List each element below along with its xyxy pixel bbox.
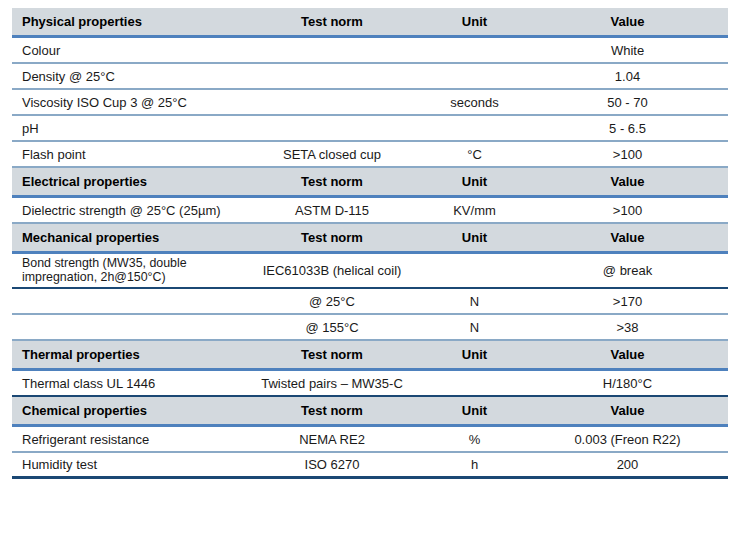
col-header-value: Value <box>527 171 728 192</box>
property-cell: Humidity test <box>12 454 242 475</box>
table-row-humidity-test: Humidity test ISO 6270 h 200 <box>12 453 728 479</box>
test-norm-cell <box>242 99 422 105</box>
test-norm-cell: ASTM D-115 <box>242 200 422 221</box>
test-norm-cell: @ 25°C <box>242 291 422 312</box>
datasheet-page: Physical properties Test norm Unit Value… <box>0 0 740 551</box>
section-header-mechanical: Mechanical properties Test norm Unit Val… <box>12 224 728 254</box>
property-cell: Flash point <box>12 144 242 165</box>
col-header-unit: Unit <box>422 400 527 421</box>
table-row-ph: pH 5 - 6.5 <box>12 116 728 142</box>
value-cell: 5 - 6.5 <box>527 118 728 139</box>
unit-cell <box>422 47 527 53</box>
properties-table: Physical properties Test norm Unit Value… <box>12 8 728 479</box>
table-row-bond-strength: Bond strength (MW35, double impregnation… <box>12 254 728 289</box>
table-row-dielectric-strength: Dielectric strength @ 25°C (25µm) ASTM D… <box>12 198 728 224</box>
value-cell: 0.003 (Freon R22) <box>527 429 728 450</box>
value-cell: H/180°C <box>527 373 728 394</box>
table-row-colour: Colour White <box>12 38 728 64</box>
section-title: Thermal properties <box>12 344 242 365</box>
table-row-flash-point: Flash point SETA closed cup °C >100 <box>12 142 728 168</box>
unit-cell: % <box>422 429 527 450</box>
unit-cell <box>422 125 527 131</box>
property-cell: Thermal class UL 1446 <box>12 373 242 394</box>
table-row-density: Density @ 25°C 1.04 <box>12 64 728 90</box>
col-header-test-norm: Test norm <box>242 11 422 32</box>
section-title: Physical properties <box>12 11 242 32</box>
table-row-refrigerant-resistance: Refrigerant resistance NEMA RE2 % 0.003 … <box>12 427 728 453</box>
section-header-physical: Physical properties Test norm Unit Value <box>12 8 728 38</box>
col-header-value: Value <box>527 400 728 421</box>
unit-cell: N <box>422 291 527 312</box>
value-cell: @ break <box>527 260 728 281</box>
unit-cell: N <box>422 317 527 338</box>
property-cell: Dielectric strength @ 25°C (25µm) <box>12 200 242 221</box>
property-cell: Viscosity ISO Cup 3 @ 25°C <box>12 92 242 113</box>
unit-cell: h <box>422 454 527 475</box>
value-cell: 200 <box>527 454 728 475</box>
unit-cell: °C <box>422 144 527 165</box>
section-header-chemical: Chemical properties Test norm Unit Value <box>12 397 728 427</box>
col-header-value: Value <box>527 227 728 248</box>
table-row-bond-strength-25c: @ 25°C N >170 <box>12 289 728 315</box>
section-header-electrical: Electrical properties Test norm Unit Val… <box>12 168 728 198</box>
value-cell: >100 <box>527 144 728 165</box>
table-row-thermal-class: Thermal class UL 1446 Twisted pairs – MW… <box>12 371 728 397</box>
property-cell: Bond strength (MW35, double impregnation… <box>12 254 237 287</box>
section-title: Mechanical properties <box>12 227 242 248</box>
col-header-test-norm: Test norm <box>242 171 422 192</box>
test-norm-cell: Twisted pairs – MW35-C <box>242 373 422 394</box>
col-header-test-norm: Test norm <box>242 227 422 248</box>
col-header-test-norm: Test norm <box>242 344 422 365</box>
test-norm-cell <box>242 47 422 53</box>
col-header-value: Value <box>527 11 728 32</box>
test-norm-cell <box>242 125 422 131</box>
col-header-value: Value <box>527 344 728 365</box>
property-cell: Density @ 25°C <box>12 66 242 87</box>
property-cell: Refrigerant resistance <box>12 429 242 450</box>
test-norm-cell: SETA closed cup <box>242 144 422 165</box>
property-cell <box>12 324 242 330</box>
section-header-thermal: Thermal properties Test norm Unit Value <box>12 341 728 371</box>
table-row-bond-strength-155c: @ 155°C N >38 <box>12 315 728 341</box>
value-cell: >38 <box>527 317 728 338</box>
table-row-viscosity: Viscosity ISO Cup 3 @ 25°C seconds 50 - … <box>12 90 728 116</box>
col-header-unit: Unit <box>422 227 527 248</box>
col-header-unit: Unit <box>422 171 527 192</box>
unit-cell <box>422 380 527 386</box>
section-title: Chemical properties <box>12 400 242 421</box>
value-cell: 50 - 70 <box>527 92 728 113</box>
unit-cell: seconds <box>422 92 527 113</box>
test-norm-cell: IEC61033B (helical coil) <box>242 260 422 281</box>
section-title: Electrical properties <box>12 171 242 192</box>
unit-cell: KV/mm <box>422 200 527 221</box>
property-cell: Colour <box>12 40 242 61</box>
col-header-test-norm: Test norm <box>242 400 422 421</box>
col-header-unit: Unit <box>422 11 527 32</box>
unit-cell <box>422 73 527 79</box>
col-header-unit: Unit <box>422 344 527 365</box>
value-cell: 1.04 <box>527 66 728 87</box>
property-cell <box>12 298 242 304</box>
value-cell: >100 <box>527 200 728 221</box>
unit-cell <box>422 268 527 274</box>
property-cell: pH <box>12 118 242 139</box>
test-norm-cell: ISO 6270 <box>242 454 422 475</box>
test-norm-cell <box>242 73 422 79</box>
test-norm-cell: @ 155°C <box>242 317 422 338</box>
test-norm-cell: NEMA RE2 <box>242 429 422 450</box>
value-cell: White <box>527 40 728 61</box>
value-cell: >170 <box>527 291 728 312</box>
